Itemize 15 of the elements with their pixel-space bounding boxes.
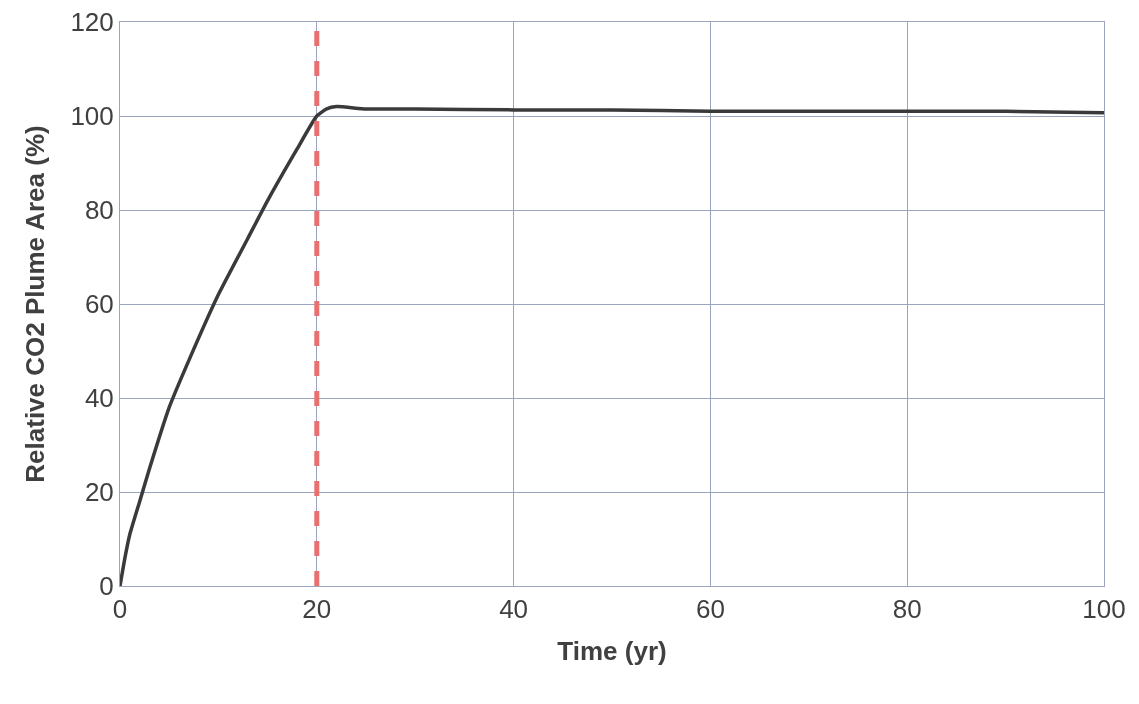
- x-tick-label: 80: [892, 594, 922, 625]
- x-tick-label: 40: [499, 594, 529, 625]
- x-tick-label: 100: [1082, 594, 1126, 625]
- y-tick-label: 0: [99, 571, 114, 602]
- y-tick-label: 20: [84, 477, 114, 508]
- line-series: [120, 104, 1104, 586]
- x-tick-label: 60: [695, 594, 725, 625]
- y-tick-label: 80: [84, 195, 114, 226]
- y-axis-title: Relative CO2 Plume Area (%): [19, 125, 50, 483]
- y-tick-label: 100: [70, 101, 114, 132]
- x-axis-title: Time (yr): [557, 635, 667, 666]
- y-tick-label: 120: [70, 7, 114, 38]
- y-tick-label: 40: [84, 383, 114, 414]
- x-tick-label: 20: [302, 594, 332, 625]
- y-tick-label: 60: [84, 289, 114, 320]
